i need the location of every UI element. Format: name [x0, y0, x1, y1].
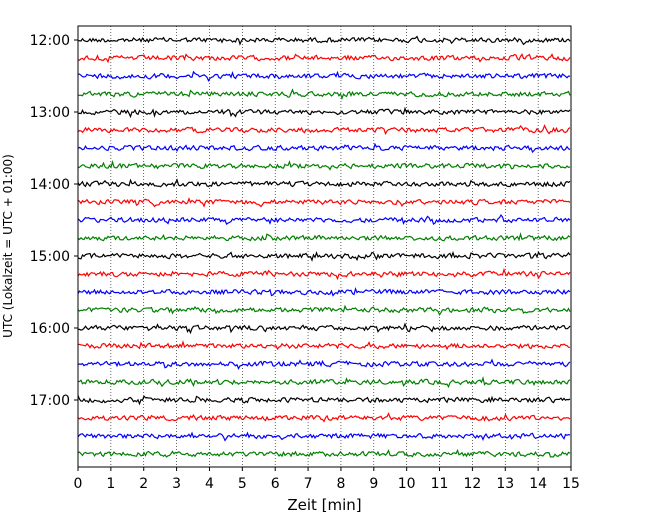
- trace-row-19: [77, 375, 571, 389]
- trace-row-15: [77, 304, 571, 316]
- x-tick-label-10: 10: [398, 476, 416, 492]
- x-tick-label-15: 15: [562, 476, 580, 492]
- x-tick-label-12: 12: [463, 476, 481, 492]
- trace-row-12: [77, 250, 571, 262]
- trace-row-6: [77, 142, 571, 154]
- trace-row-9: [77, 197, 571, 208]
- trace-row-8: [77, 178, 571, 188]
- y-tick-label-4: 16:00: [30, 321, 70, 337]
- trace-row-4: [77, 106, 571, 119]
- trace-row-3: [77, 88, 571, 101]
- trace-row-20: [77, 394, 571, 406]
- trace-row-2: [77, 70, 571, 82]
- y-axis-ticks: 12:00 13:00 14:00 15:00 16:00 17:00: [30, 33, 78, 409]
- x-tick-label-6: 6: [271, 476, 280, 492]
- trace-row-18: [77, 358, 571, 370]
- trace-row-14: [77, 287, 571, 297]
- x-tick-label-5: 5: [238, 476, 247, 492]
- y-tick-label-0: 12:00: [30, 33, 70, 49]
- plot-background: [78, 26, 571, 467]
- trace-row-0: [77, 35, 571, 46]
- x-tick-label-8: 8: [336, 476, 345, 492]
- trace-row-11: [77, 232, 571, 242]
- y-tick-label-2: 14:00: [30, 177, 70, 193]
- x-axis-label: Zeit [min]: [287, 496, 361, 514]
- x-tick-label-7: 7: [304, 476, 313, 492]
- x-tick-label-1: 1: [106, 476, 115, 492]
- trace-row-7: [77, 159, 571, 171]
- trace-row-5: [77, 124, 571, 136]
- x-tick-label-3: 3: [172, 476, 181, 492]
- plot-frame: [77, 25, 572, 468]
- trace-row-1: [77, 53, 571, 64]
- trace-group: [77, 35, 571, 458]
- trace-row-21: [77, 412, 571, 423]
- trace-row-13: [77, 267, 571, 281]
- trace-row-17: [77, 340, 571, 351]
- trace-row-23: [77, 448, 571, 458]
- trace-row-10: [77, 213, 571, 226]
- x-axis-ticks: 0 1 2 3 4 5 6 7 8 9 10 11 12 13 14 15: [74, 467, 580, 492]
- trace-row-22: [77, 431, 571, 442]
- y-tick-label-3: 15:00: [30, 249, 70, 265]
- trace-row-16: [77, 322, 571, 335]
- y-axis-label: UTC (Lokalzeit = UTC + 01:00): [1, 154, 15, 338]
- x-tick-label-11: 11: [431, 476, 449, 492]
- x-tick-label-0: 0: [74, 476, 83, 492]
- x-tick-label-13: 13: [496, 476, 514, 492]
- x-tick-label-14: 14: [529, 476, 547, 492]
- y-tick-label-5: 17:00: [30, 393, 70, 409]
- y-tick-label-1: 13:00: [30, 105, 70, 121]
- x-tick-label-9: 9: [369, 476, 378, 492]
- x-tick-label-4: 4: [205, 476, 214, 492]
- x-tick-label-2: 2: [139, 476, 148, 492]
